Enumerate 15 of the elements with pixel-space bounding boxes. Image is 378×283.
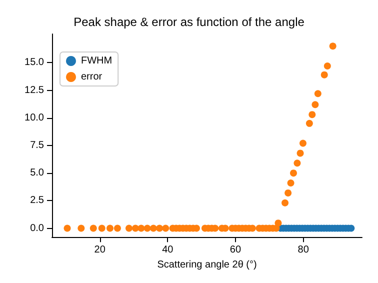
y-tick-label: 5.0 [30,168,44,179]
y-tick-label: 15.0 [24,57,44,68]
chart-title: Peak shape & error as function of the angle [74,15,305,29]
x-tick-label: 80 [298,244,310,256]
y-tick-label: 0.0 [30,222,44,234]
y-tick-label: 7.5 [30,140,44,151]
y-tick-label: 2.5 [30,195,44,206]
x-tick-label: 40 [162,244,174,256]
legend-label: FWHM [81,56,112,66]
x-axis-title: Scattering angle 2θ (°) [157,260,257,270]
x-tick-label: 60 [230,244,242,256]
x-tick-label: 20 [94,244,106,256]
y-tick-label: 10.0 [24,112,44,124]
legend-label: error [81,72,103,82]
y-tick-label: 12.5 [24,84,44,96]
